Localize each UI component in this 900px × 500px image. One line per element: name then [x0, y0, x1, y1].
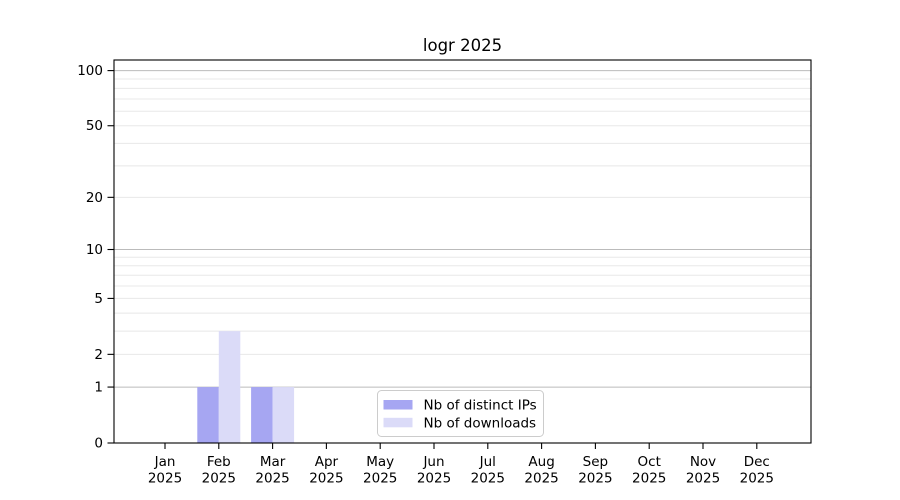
bar-downloads	[218, 331, 241, 443]
y-tick-label: 10	[86, 242, 103, 258]
legend-label: Nb of downloads	[424, 415, 537, 431]
x-tick-label-year: 2025	[740, 471, 774, 487]
x-tick-label-year: 2025	[578, 471, 612, 487]
legend-box	[377, 390, 544, 437]
y-tick-label: 0	[94, 436, 103, 452]
legend-swatch-distinct-ips	[383, 400, 413, 410]
x-tick-label-month: Aug	[528, 454, 554, 470]
x-tick-label-month: Mar	[260, 454, 286, 470]
x-tick-label-month: Jul	[479, 454, 496, 470]
y-tick-label: 5	[94, 291, 103, 307]
y-tick-label: 20	[86, 190, 103, 206]
x-tick-label-month: Jun	[422, 454, 444, 470]
x-tick-label-year: 2025	[363, 471, 397, 487]
bar-distinct-ips	[251, 387, 273, 443]
y-tick-label: 1	[94, 380, 103, 396]
x-tick-label-year: 2025	[309, 471, 343, 487]
x-tick-label-month: Nov	[690, 454, 716, 470]
x-tick-label-year: 2025	[632, 471, 666, 487]
x-tick-label-year: 2025	[471, 471, 505, 487]
x-tick-label-year: 2025	[202, 471, 236, 487]
bar-downloads	[272, 387, 295, 443]
x-tick-label-month: Feb	[207, 454, 231, 470]
x-tick-label-month: Oct	[638, 454, 661, 470]
x-tick-label-year: 2025	[417, 471, 451, 487]
plot-border	[113, 59, 812, 444]
y-tick-label: 100	[77, 63, 103, 79]
x-tick-label-month: Apr	[315, 454, 339, 470]
x-tick-label-year: 2025	[148, 471, 182, 487]
x-tick-label-month: Dec	[744, 454, 770, 470]
x-tick-label-year: 2025	[686, 471, 720, 487]
x-tick-label-month: Jan	[154, 454, 176, 470]
x-tick-label-year: 2025	[255, 471, 289, 487]
y-tick-label: 2	[94, 347, 103, 363]
y-tick-label: 50	[86, 118, 103, 134]
x-tick-label-month: Sep	[583, 454, 608, 470]
chart-title: logr 2025	[423, 36, 502, 55]
legend-swatch-downloads	[383, 417, 413, 428]
x-tick-label-year: 2025	[524, 471, 558, 487]
x-tick-label-month: May	[366, 454, 394, 470]
legend-label: Nb of distinct IPs	[424, 398, 537, 414]
bar-distinct-ips	[197, 387, 219, 443]
